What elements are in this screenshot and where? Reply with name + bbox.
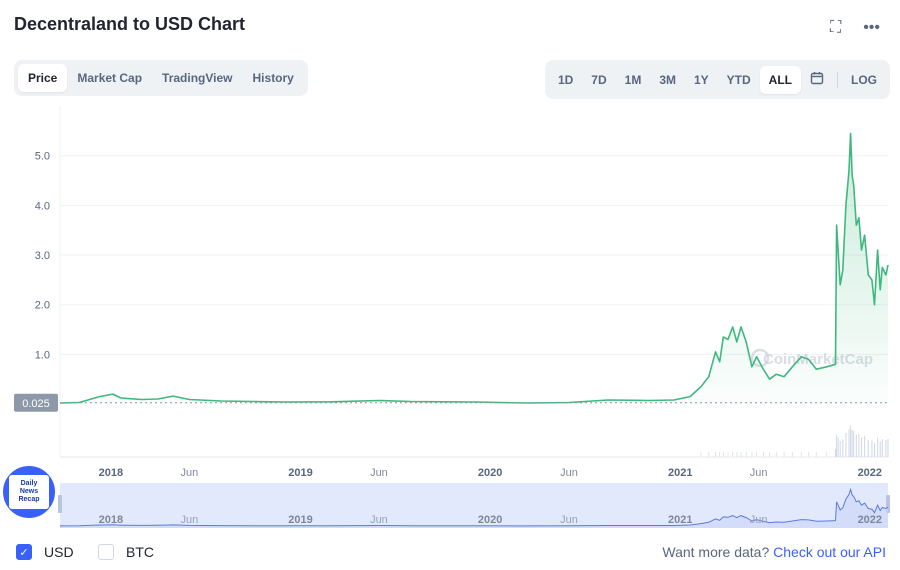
range-1y[interactable]: 1Y: [693, 72, 709, 87]
btc-label: BTC: [126, 544, 154, 560]
x-tick-label: 2021: [668, 467, 692, 479]
navigator-area: [60, 489, 888, 528]
navigator-tick-label: Jun: [560, 514, 578, 526]
navigator-tick-label: 2020: [478, 514, 502, 526]
range-1d[interactable]: 1D: [557, 72, 574, 87]
navigator-line: [59, 487, 889, 527]
more-data-prompt: Want more data?: [662, 544, 770, 560]
navigator-tick-label: Jun: [370, 514, 388, 526]
header-actions: ⛶ •••: [830, 20, 880, 36]
y-tick-label: 1.0: [35, 349, 50, 361]
range-selector: 1D 7D 1M 3M 1Y YTD ALL LOG: [544, 60, 890, 99]
fullscreen-icon[interactable]: ⛶: [829, 19, 842, 36]
y-tick-label: 3.0: [35, 250, 50, 262]
navigator-handle-left: [58, 495, 62, 513]
price-area: [60, 133, 888, 404]
y-tick-label: 5.0: [35, 151, 50, 163]
x-tick-label: Jun: [370, 467, 388, 479]
api-link[interactable]: Check out our API: [773, 544, 886, 560]
more-data-text: Want more data? Check out our API: [662, 544, 886, 560]
more-icon[interactable]: •••: [863, 19, 880, 36]
navigator-tick-label: 2019: [288, 514, 312, 526]
page-title: Decentraland to USD Chart: [14, 14, 246, 34]
navigator-tick-label: 2021: [668, 514, 692, 526]
x-tick-label: Jun: [560, 467, 578, 479]
range-3m[interactable]: 3M: [659, 72, 676, 87]
daily-news-recap-badge[interactable]: Daily News Recap: [0, 463, 58, 521]
reference-badge: [14, 393, 58, 412]
btc-checkbox[interactable]: BTC: [98, 544, 154, 560]
range-7d[interactable]: 7D: [591, 72, 607, 87]
badge-text: Daily News Recap: [9, 475, 49, 509]
navigator-tick-label: 2018: [99, 514, 123, 526]
range-ytd[interactable]: YTD: [726, 72, 751, 87]
x-tick-label: 2019: [288, 467, 312, 479]
checkbox-checked-icon: ✓: [16, 544, 32, 560]
price-line: [59, 132, 889, 404]
calendar-icon[interactable]: [801, 64, 833, 95]
range-divider: [837, 71, 838, 88]
range-all[interactable]: ALL: [759, 65, 801, 94]
navigator-tick-label: 2022: [858, 514, 882, 526]
usd-checkbox[interactable]: ✓ USD: [16, 544, 74, 560]
y-tick-label: 4.0: [35, 200, 50, 212]
log-toggle[interactable]: LOG: [851, 72, 877, 87]
badge-line: News: [19, 488, 39, 495]
chart-footer: ✓ USD BTC Want more data? Check out our …: [0, 538, 900, 566]
tab-price[interactable]: Price: [18, 64, 68, 92]
x-tick-label: Jun: [750, 467, 768, 479]
checkbox-unchecked-icon: [98, 544, 114, 560]
tab-market-cap[interactable]: Market Cap: [77, 71, 143, 85]
x-tick-label: 2020: [478, 467, 502, 479]
badge-line: Daily: [20, 480, 38, 487]
x-tick-label: Jun: [180, 467, 198, 479]
badge-line: Recap: [18, 496, 40, 503]
range-1m[interactable]: 1M: [624, 72, 642, 87]
navigator-tick-label: Jun: [180, 514, 198, 526]
x-tick-label: 2018: [99, 467, 123, 479]
y-tick-label: 2.0: [35, 300, 50, 312]
x-tick-label: 2022: [858, 467, 882, 479]
reference-label: 0.025: [22, 398, 50, 410]
chart-tabs: Price Market Cap TradingView History: [14, 60, 308, 96]
usd-label: USD: [44, 544, 74, 560]
navigator-tick-label: Jun: [750, 514, 768, 526]
tab-history[interactable]: History: [252, 71, 294, 85]
tab-tradingview[interactable]: TradingView: [162, 71, 233, 85]
